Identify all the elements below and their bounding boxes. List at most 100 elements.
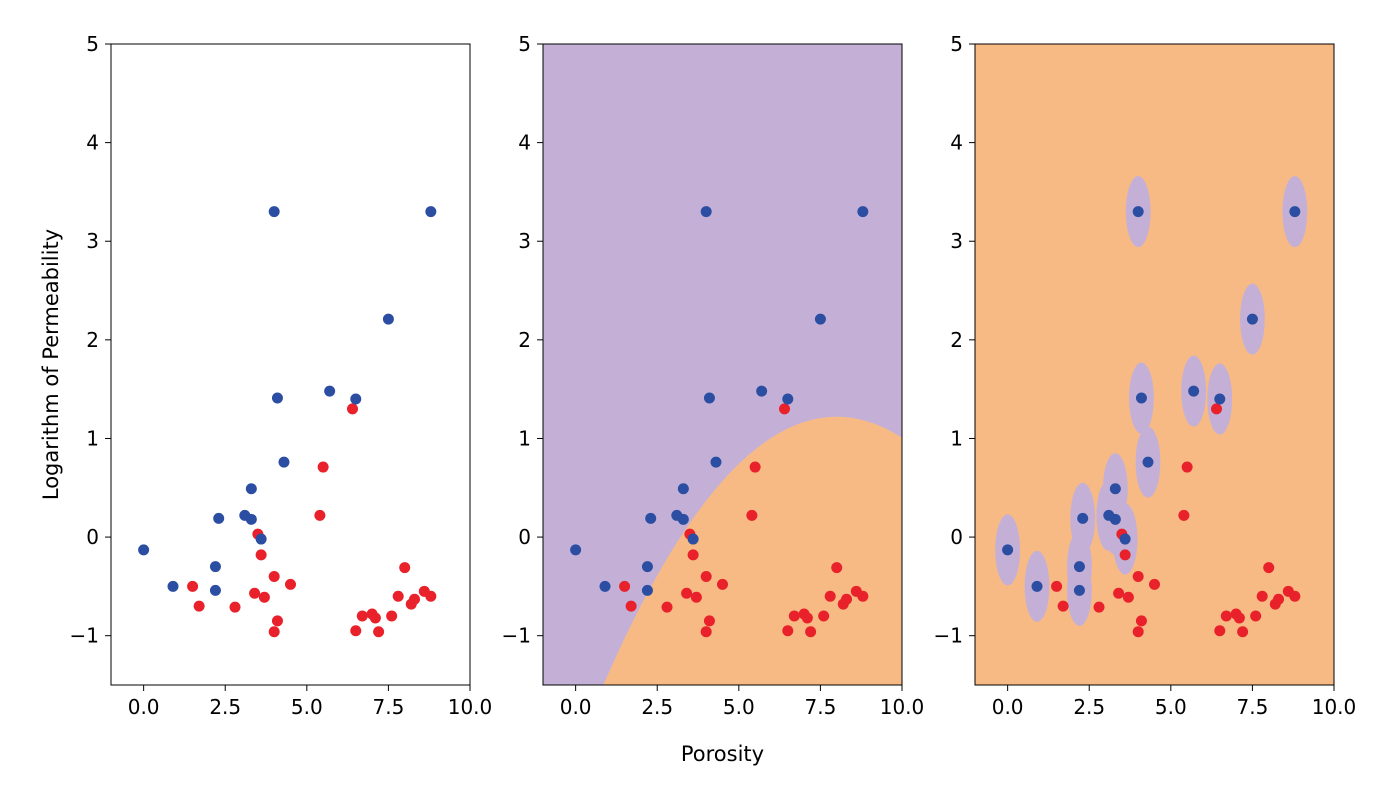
data-point (259, 592, 270, 603)
data-point (825, 591, 836, 602)
data-point (138, 544, 149, 555)
y-tick-label: 2 (950, 328, 963, 352)
data-point (187, 581, 198, 592)
y-tick-label: 0 (86, 525, 99, 549)
x-axis-label: Porosity (681, 742, 764, 766)
data-point (386, 610, 397, 621)
data-point (1123, 592, 1134, 603)
data-point (285, 579, 296, 590)
data-point (1110, 514, 1121, 525)
data-point (425, 591, 436, 602)
data-point (681, 588, 692, 599)
data-point (701, 206, 712, 217)
data-point (1032, 581, 1043, 592)
data-point (710, 457, 721, 468)
data-point (1051, 581, 1062, 592)
data-point (269, 206, 280, 217)
data-point (1136, 615, 1147, 626)
x-tick-label: 7.5 (805, 695, 837, 719)
data-point (1234, 612, 1245, 623)
data-point (1136, 393, 1147, 404)
y-axis-label: Logarithm of Permeability (39, 229, 63, 500)
data-point (789, 610, 800, 621)
data-point (779, 403, 790, 414)
data-point (256, 534, 267, 545)
data-point (678, 483, 689, 494)
data-point (246, 483, 257, 494)
data-point (1273, 594, 1284, 605)
data-point (1074, 585, 1085, 596)
data-point (318, 462, 329, 473)
data-point (642, 585, 653, 596)
plot-area (138, 206, 436, 637)
data-point (168, 581, 179, 592)
data-point (246, 514, 257, 525)
y-tick-label: −1 (934, 624, 963, 648)
data-point (1142, 457, 1153, 468)
data-point (230, 602, 241, 613)
y-tick-label: 5 (950, 32, 963, 56)
data-point (1247, 314, 1258, 325)
x-tick-label: 7.5 (373, 695, 405, 719)
data-point (1214, 625, 1225, 636)
data-point (324, 386, 335, 397)
data-point (370, 612, 381, 623)
data-point (1221, 610, 1232, 621)
x-tick-label: 10.0 (880, 695, 925, 719)
data-point (1077, 513, 1088, 524)
data-point (1263, 562, 1274, 573)
data-point (1074, 561, 1085, 572)
y-tick-label: 2 (86, 328, 99, 352)
data-point (350, 625, 361, 636)
data-point (1178, 510, 1189, 521)
y-tick-label: 0 (950, 525, 963, 549)
x-tick-label: 0.0 (128, 695, 160, 719)
data-point (815, 314, 826, 325)
data-point (269, 626, 280, 637)
data-point (642, 561, 653, 572)
data-point (373, 626, 384, 637)
data-point (1214, 394, 1225, 405)
data-point (626, 601, 637, 612)
data-point (704, 615, 715, 626)
data-point (350, 394, 361, 405)
x-tick-label: 10.0 (1312, 695, 1357, 719)
panel-local-regions: 0.0 2.5 5.0 7.5 10.0 −1 0 1 2 3 4 5 (934, 32, 1357, 719)
x-tick-label: 5.0 (723, 695, 755, 719)
data-point (213, 513, 224, 524)
data-point (841, 594, 852, 605)
data-point (1211, 403, 1222, 414)
y-tick-label: 3 (518, 229, 531, 253)
data-point (701, 626, 712, 637)
data-point (704, 393, 715, 404)
data-point (1133, 571, 1144, 582)
panel-raw: 0.0 2.5 5.0 7.5 10.0 −1 0 1 2 3 4 5 Logarithm of Per… (39, 32, 492, 719)
data-point (831, 562, 842, 573)
data-point (701, 571, 712, 582)
data-point (805, 626, 816, 637)
y-tick-label: 4 (950, 131, 963, 155)
data-point (691, 592, 702, 603)
data-point (1257, 591, 1268, 602)
data-point (717, 579, 728, 590)
data-point (1002, 544, 1013, 555)
data-point (1113, 588, 1124, 599)
data-point (1237, 626, 1248, 637)
x-tick-label: 7.5 (1237, 695, 1269, 719)
data-point (399, 562, 410, 573)
x-tick-label: 0.0 (560, 695, 592, 719)
data-point (210, 585, 221, 596)
data-point (249, 588, 260, 599)
data-point (1289, 206, 1300, 217)
x-tick-label: 2.5 (1073, 695, 1105, 719)
data-point (1289, 591, 1300, 602)
data-point (383, 314, 394, 325)
y-tick-label: 1 (950, 426, 963, 450)
y-tick-label: 2 (518, 328, 531, 352)
data-point (1250, 610, 1261, 621)
data-point (1188, 386, 1199, 397)
data-point (1094, 602, 1105, 613)
x-tick-label: 5.0 (1155, 695, 1187, 719)
data-point (782, 625, 793, 636)
